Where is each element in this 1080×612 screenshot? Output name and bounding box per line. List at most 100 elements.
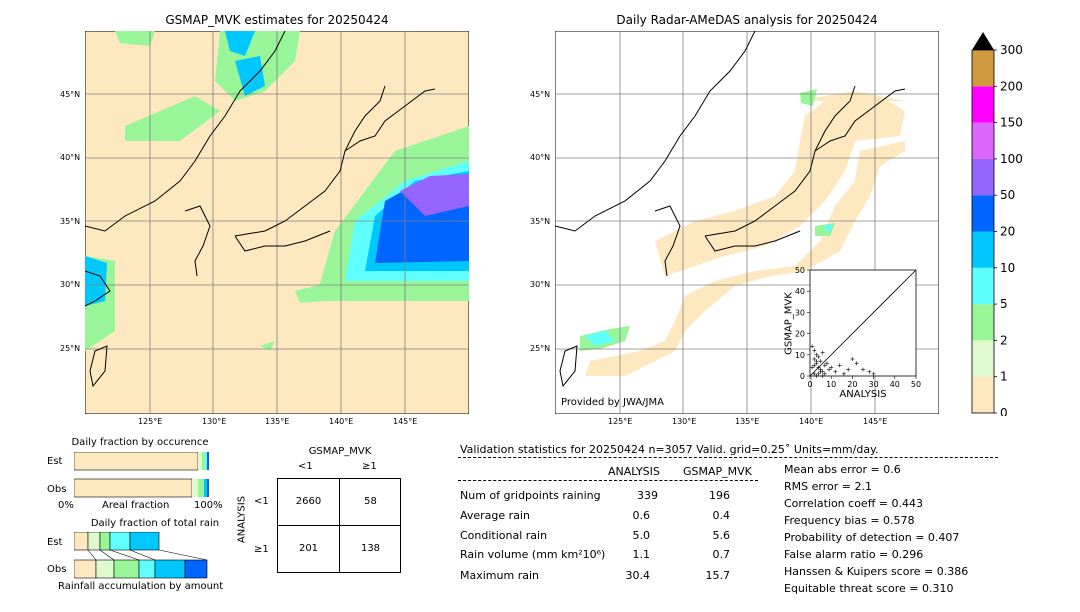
right-lat-label: 35°N <box>530 217 551 226</box>
contingency-row-label: ≥1 <box>254 544 269 555</box>
occurrence-row-label: Est <box>47 456 63 467</box>
validation-header: Validation statistics for 20250424 n=305… <box>460 443 879 456</box>
total-rain-est-bar <box>74 532 160 551</box>
occurrence-bars <box>74 452 209 498</box>
colorbar-swatch <box>972 158 994 196</box>
score-line: Correlation coeff = 0.443 <box>784 497 923 510</box>
colorbar-swatch <box>972 231 994 268</box>
contingency-grid: 2660 58 201 138 <box>277 478 401 573</box>
occurrence-axis-right: 100% <box>194 500 223 511</box>
scatter-ytick-label: 0 <box>800 372 805 381</box>
left-lon-label: 140°E <box>329 417 354 426</box>
stat-analysis: 339 <box>637 489 658 502</box>
scatter-xtick-label: 10 <box>826 380 836 389</box>
colorbar-swatch <box>972 340 994 377</box>
right-lon-label: 130°E <box>672 417 697 426</box>
scatter-point <box>814 352 819 357</box>
total-rain-row-label: Est <box>47 537 63 548</box>
colorbar-tick-label: 100 <box>1000 152 1023 166</box>
scatter-point <box>846 367 851 372</box>
left-lat-label: 45°N <box>60 90 81 99</box>
score-line: Probability of detection = 0.407 <box>784 531 960 544</box>
stat-gsmap: 0.7 <box>712 548 731 561</box>
stat-label: Average rain <box>460 509 530 522</box>
colorbar-extend-arrow <box>972 32 994 50</box>
left-lon-label: 135°E <box>265 417 290 426</box>
scatter-xtick-label: 0 <box>807 380 812 389</box>
validation-col-analysis: ANALYSIS <box>608 465 660 478</box>
stat-gsmap: 15.7 <box>705 569 731 582</box>
left-lon-label: 125°E <box>138 417 163 426</box>
colorbar-swatch <box>972 195 994 232</box>
contingency-cell: 2660 <box>295 496 322 507</box>
left-lon-label: 145°E <box>393 417 418 426</box>
left-lat-label: 25°N <box>60 344 81 353</box>
scatter-xlabel: ANALYSIS <box>839 389 887 400</box>
total-rain-caption: Rainfall accumulation by amount <box>58 581 224 592</box>
colorbar-swatch <box>972 376 994 413</box>
scatter-point <box>850 357 855 362</box>
stat-label: Num of gridpoints raining <box>460 489 601 502</box>
scatter-point <box>827 367 832 372</box>
score-line: Hanssen & Kuipers score = 0.386 <box>784 565 969 578</box>
colorbar-tick-label: 200 <box>1000 79 1023 93</box>
scatter-point <box>854 361 859 366</box>
scatter-point <box>833 369 838 374</box>
scatter-ytick-label: 30 <box>795 308 805 317</box>
stat-label: Conditional rain <box>460 529 548 542</box>
scatter-ylabel: GSMAP_MVK <box>783 292 795 355</box>
stat-gsmap: 196 <box>709 489 730 502</box>
scatter-point <box>810 344 815 349</box>
scatter-point <box>829 365 834 370</box>
right-lon-label: 145°E <box>863 417 888 426</box>
scatter-point <box>816 371 821 376</box>
right-lat-label: 30°N <box>530 280 551 289</box>
right-map-title: Daily Radar-AMeDAS analysis for 20250424 <box>616 13 878 27</box>
stat-analysis: 1.1 <box>632 548 651 561</box>
right-lon-label: 140°E <box>799 417 824 426</box>
colorbar-swatch <box>972 122 994 159</box>
contingency-col-label: <1 <box>298 461 313 472</box>
total-rain-obs-bar <box>74 559 208 579</box>
colorbar-tick-label: 1 <box>1000 370 1008 384</box>
scatter-point <box>816 354 821 359</box>
colorbar-tick-label: 150 <box>1000 116 1023 130</box>
colorbar-swatch <box>972 50 994 87</box>
right-lat-label: 40°N <box>530 153 551 162</box>
right-lat-label: 45°N <box>530 90 551 99</box>
contingency-cell: 58 <box>364 496 377 507</box>
right-lon-label: 135°E <box>735 417 760 426</box>
colorbar-tick-label: 50 <box>1000 188 1015 202</box>
scatter-xtick-label: 50 <box>911 380 921 389</box>
left-map-grid <box>85 31 469 414</box>
scatter-point <box>822 363 827 368</box>
contingency-divider-h <box>278 525 400 526</box>
scatter-point <box>812 357 817 362</box>
scatter-plot: 00 10 10 20 20 30 30 40 40 50 50 <box>795 266 921 389</box>
score-line: False alarm ratio = 0.296 <box>784 548 924 561</box>
scatter-point <box>871 371 876 376</box>
colorbar-tick-label: 20 <box>1000 225 1015 239</box>
stat-label: Maximum rain <box>460 569 539 582</box>
stat-gsmap: 5.6 <box>712 529 731 542</box>
scatter-point <box>812 371 817 376</box>
scatter-xtick-label: 40 <box>890 380 900 389</box>
validation-col-gsmap: GSMAP_MVK <box>683 465 752 478</box>
scatter-ytick-label: 40 <box>795 287 805 296</box>
scatter-ytick-label: 20 <box>795 330 805 339</box>
right-lat-label: 25°N <box>530 344 551 353</box>
map-credit: Provided by JWA/JMA <box>561 397 664 408</box>
left-lon-label: 130°E <box>202 417 227 426</box>
contingency-col-label: ≥1 <box>362 461 377 472</box>
contingency-title: GSMAP_MVK <box>308 446 372 457</box>
colorbar-tick-label: 5 <box>1000 297 1008 311</box>
total-rain-title: Daily fraction of total rain <box>90 518 220 529</box>
occurrence-obs-bar <box>74 478 209 498</box>
contingency-row-label: <1 <box>254 496 269 507</box>
stat-gsmap: 0.4 <box>712 509 731 522</box>
score-line: RMS error = 2.1 <box>784 480 872 493</box>
score-line: Equitable threat score = 0.310 <box>784 582 954 595</box>
scatter-ytick-label: 10 <box>795 351 805 360</box>
scatter-point <box>814 374 819 378</box>
scatter-xtick-label: 30 <box>869 380 879 389</box>
